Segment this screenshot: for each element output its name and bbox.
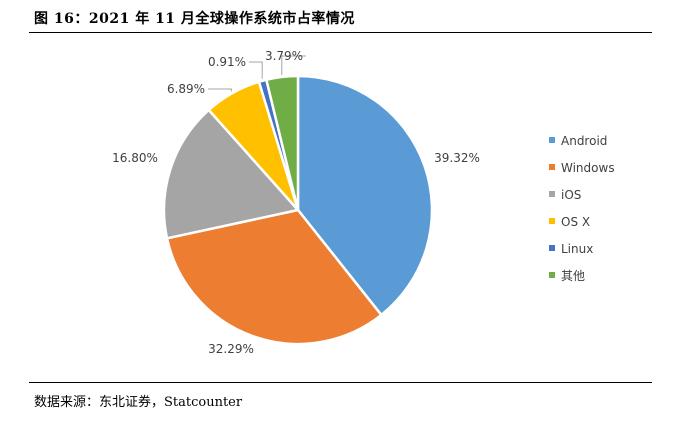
pie-slice-ios (162, 108, 300, 240)
data-label: 16.80% (112, 151, 158, 165)
pie-slices (162, 74, 434, 346)
leader-line (208, 88, 232, 92)
leader-line (249, 61, 263, 79)
pie-slice-windows (165, 208, 383, 346)
data-label: 0.91% (208, 55, 246, 69)
data-label: 32.29% (208, 342, 254, 356)
legend-swatch (549, 218, 555, 224)
data-labels: 39.32% 32.29% 16.80% 6.89%0.91% 3.79% (112, 49, 480, 356)
legend-label: 其他 (561, 269, 585, 283)
legend-swatch (549, 272, 555, 278)
figure-title: 图 16：2021 年 11 月全球操作系统市占率情况 (34, 11, 355, 27)
legend-label: Windows (561, 161, 615, 175)
legend-swatch (549, 137, 555, 143)
data-label: 39.32% (434, 151, 480, 165)
legend-swatch (549, 245, 555, 251)
bottom-rule (29, 382, 652, 383)
legend-label: Linux (561, 242, 593, 256)
pie-slice-android (296, 74, 434, 317)
pie-slice-其他 (265, 74, 300, 212)
legend-label: iOS (561, 188, 581, 202)
data-label: 6.89% (167, 82, 205, 96)
source-note: 数据来源：东北证券，Statcounter (34, 395, 243, 410)
leader-line (281, 55, 306, 75)
legend-label: Android (561, 134, 607, 148)
legend: Android Windows iOS OS X Linux 其他 (549, 134, 615, 283)
legend-label: OS X (561, 215, 590, 229)
data-label: 3.79% (265, 49, 303, 63)
legend-swatch (549, 191, 555, 197)
label-leader-lines (208, 55, 306, 92)
top-rule (29, 32, 652, 33)
pie-chart: 39.32% 32.29% 16.80% 6.89%0.91% 3.79% Androi… (112, 49, 615, 356)
legend-swatch (549, 164, 555, 170)
